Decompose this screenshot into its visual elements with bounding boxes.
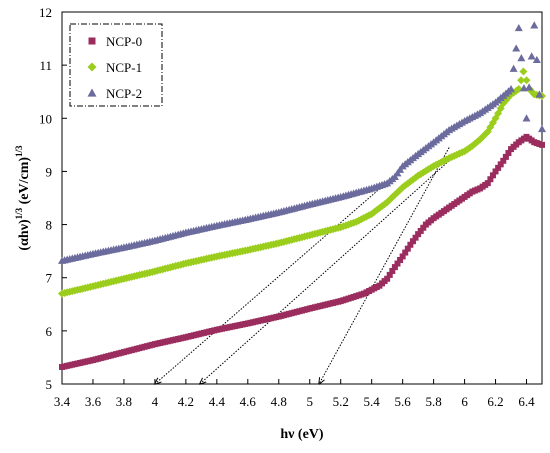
y-tick-label-12: 12 <box>39 5 52 20</box>
data-point-ncp-0-137 <box>412 234 419 241</box>
tangent-line-ncp-2 <box>155 168 403 384</box>
data-point-ncp-0-131 <box>397 257 404 263</box>
data-point-ncp-0-128 <box>389 267 396 274</box>
y-axis-ticks: 5 6 7 8 9 10 11 12 <box>39 5 67 392</box>
data-point-ncp-2-181 <box>525 83 534 91</box>
x-axis-ticks: 3.4 3.6 3.8 4 4.2 4.4 4.6 4.8 5 5.2 5.4 5.6 5.8 6 6.2 6… <box>54 379 535 409</box>
data-point-ncp-0-165 <box>484 180 491 187</box>
data-point-ncp-0-140 <box>420 224 427 231</box>
legend-item-ncp-2: NCP-2 <box>87 86 142 101</box>
data-point-ncp-0-127 <box>386 271 393 278</box>
data-point-ncp-0-138 <box>415 231 422 238</box>
legend-items: NCP-0 NCP-1 NCP-2 <box>87 34 142 101</box>
x-tick-label-6-4: 6.4 <box>518 394 535 409</box>
data-point-ncp-0-171 <box>500 157 507 164</box>
data-point-ncp-0-186 <box>539 141 545 148</box>
data-point-ncp-2-182 <box>527 52 536 60</box>
x-tick-label-3-6: 3.6 <box>85 394 102 409</box>
legend-label-ncp-2: NCP-2 <box>106 86 142 101</box>
x-tick-label-4: 4 <box>152 394 159 409</box>
series-ncp-0 <box>59 133 545 370</box>
data-point-ncp-0-170 <box>497 161 504 168</box>
x-tick-label-6: 6 <box>461 394 468 409</box>
legend-marker-ncp-1 <box>87 62 97 72</box>
data-point-ncp-1-178 <box>517 76 526 85</box>
tangent-layer <box>155 147 450 384</box>
legend: NCP-0 NCP-1 NCP-2 <box>69 23 163 107</box>
legend-label-ncp-0: NCP-0 <box>106 34 142 49</box>
data-point-ncp-0-139 <box>417 227 424 234</box>
x-tick-label-4-6: 4.6 <box>240 394 257 409</box>
data-point-ncp-2-180 <box>522 114 531 122</box>
y-tick-label-11: 11 <box>39 58 52 73</box>
data-point-ncp-2-174 <box>507 85 516 93</box>
x-tick-label-5-8: 5.8 <box>425 394 441 409</box>
y-tick-label-7: 7 <box>46 271 53 286</box>
points-layer <box>58 21 546 370</box>
series-ncp-1 <box>58 67 546 298</box>
y-axis-title: (αhν)1/3 (eV/cm)1/3 <box>14 145 32 251</box>
data-point-ncp-2-178 <box>517 54 526 62</box>
data-point-ncp-0-129 <box>391 264 398 271</box>
data-point-ncp-2-177 <box>514 23 523 32</box>
x-tick-label-4-8: 4.8 <box>271 394 287 409</box>
x-tick-label-5-4: 5.4 <box>364 394 381 409</box>
data-point-ncp-0-136 <box>409 238 416 245</box>
data-point-ncp-0-169 <box>495 164 502 171</box>
y-axis-title-sup1: 1/3 <box>14 207 24 219</box>
y-tick-label-8: 8 <box>46 218 53 233</box>
x-tick-label-5-6: 5.6 <box>395 394 412 409</box>
data-point-ncp-2-185 <box>535 90 544 98</box>
x-tick-label-4-4: 4.4 <box>209 394 226 409</box>
x-axis-title: hν (eV) <box>280 427 324 442</box>
data-point-ncp-0-166 <box>487 176 494 183</box>
y-tick-label-6: 6 <box>46 324 53 339</box>
y-tick-label-10: 10 <box>39 111 52 126</box>
data-point-ncp-0-168 <box>492 168 499 175</box>
y-tick-label-5: 5 <box>46 377 53 392</box>
data-point-ncp-0-130 <box>394 260 401 267</box>
data-point-ncp-0-134 <box>404 245 411 252</box>
x-tick-label-6-2: 6.2 <box>487 394 503 409</box>
x-tick-label-3-8: 3.8 <box>116 394 132 409</box>
y-axis-title-main: (αhν) <box>17 219 32 251</box>
legend-label-ncp-1: NCP-1 <box>106 60 142 75</box>
data-point-ncp-0-132 <box>399 253 406 260</box>
legend-marker-ncp-0 <box>88 37 96 45</box>
data-point-ncp-2-183 <box>530 21 539 29</box>
legend-item-ncp-1: NCP-1 <box>87 60 142 75</box>
data-point-ncp-0-173 <box>505 150 512 157</box>
data-point-ncp-0-135 <box>407 241 414 248</box>
data-point-ncp-0-126 <box>384 275 391 282</box>
y-axis-title-units: (eV/cm) <box>17 157 32 208</box>
data-point-ncp-2-186 <box>538 124 546 133</box>
data-point-ncp-1-179 <box>519 67 528 76</box>
legend-item-ncp-0: NCP-0 <box>88 34 142 49</box>
series-ncp-2 <box>58 21 546 264</box>
data-point-ncp-2-184 <box>532 55 541 64</box>
y-axis-title-sup2: 1/3 <box>14 145 24 157</box>
y-tick-label-9: 9 <box>46 164 53 179</box>
data-point-ncp-0-167 <box>489 172 496 179</box>
data-point-ncp-1-180 <box>522 76 531 85</box>
x-tick-label-4-2: 4.2 <box>178 394 194 409</box>
x-tick-label-5-2: 5.2 <box>333 394 349 409</box>
data-point-ncp-2-176 <box>512 44 521 52</box>
data-point-ncp-0-172 <box>502 153 509 160</box>
legend-box <box>69 23 163 107</box>
x-tick-label-3-4: 3.4 <box>54 394 71 409</box>
data-point-ncp-0-133 <box>402 249 409 256</box>
legend-marker-ncp-2 <box>87 88 97 97</box>
x-tick-label-5: 5 <box>306 394 313 409</box>
data-point-ncp-2-175 <box>509 64 518 72</box>
